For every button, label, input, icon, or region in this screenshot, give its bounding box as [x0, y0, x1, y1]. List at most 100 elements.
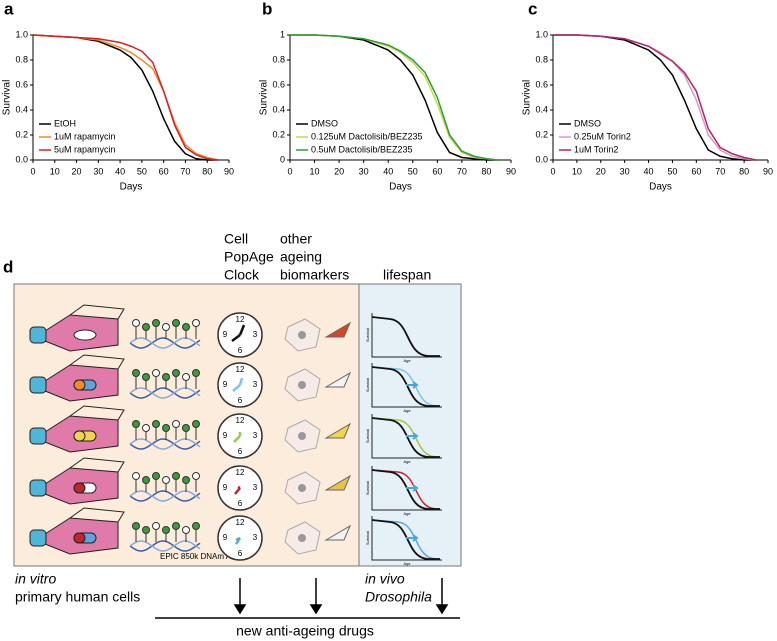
mini-y-label: Survival: [365, 378, 370, 392]
shift-arrow: [406, 381, 419, 389]
cpg: [132, 369, 140, 377]
mini-axes: [371, 466, 442, 511]
cpg: [162, 476, 170, 484]
x-tick-label: 0: [287, 166, 292, 176]
survival-curve: [32, 34, 219, 161]
nucleus: [298, 534, 306, 542]
clock-number: 9: [223, 483, 228, 492]
cpg: [182, 323, 190, 331]
y-tick-label: 0.6: [535, 79, 548, 89]
cpg: [182, 373, 190, 381]
header: ageing: [280, 249, 322, 265]
y-tick-label: 0.4: [535, 104, 548, 114]
panel-label: b: [262, 0, 272, 18]
x-axis-label: Days: [649, 182, 672, 193]
x-tick-label: 90: [506, 166, 516, 176]
cpg: [142, 323, 150, 331]
mini-y-label: Survival: [365, 481, 370, 495]
flask-cap: [29, 479, 47, 497]
dna: [129, 438, 201, 450]
cpg: [172, 319, 180, 327]
cpg: [172, 420, 180, 428]
cell: [324, 321, 352, 338]
x-tick-label: 70: [180, 166, 190, 176]
dna: [129, 490, 201, 502]
dna: [129, 337, 201, 349]
in-vivo-box: [358, 283, 462, 567]
cpg: [172, 472, 180, 480]
pill: [73, 329, 97, 341]
mini-axes: [371, 363, 442, 408]
y-tick-label: 0.2: [15, 129, 28, 139]
cpg: [152, 522, 160, 530]
cpg: [142, 373, 150, 381]
y-axis-label: Survival: [522, 80, 533, 116]
x-tick-label: 60: [159, 166, 169, 176]
shift-arrow: [406, 484, 419, 492]
x-tick-label: 90: [763, 166, 773, 176]
legend-label: DMSO: [311, 118, 338, 128]
cpg: [132, 319, 140, 327]
cpg: [192, 420, 200, 428]
y-tick-label: 1.0: [15, 29, 28, 39]
clock-number: 12: [236, 468, 245, 477]
x-tick-label: 50: [408, 166, 418, 176]
y-tick-label: 0.4: [272, 104, 285, 114]
cell: [324, 474, 352, 491]
pill: [73, 379, 86, 391]
header: lifespan: [383, 267, 431, 283]
cpg: [182, 424, 190, 432]
arrows: [155, 578, 460, 619]
legend-label: DMSO: [574, 118, 601, 128]
cpg: [192, 319, 200, 327]
cpg: [162, 373, 170, 381]
clock-number: 3: [253, 330, 258, 339]
pill: [73, 532, 86, 544]
clock-hand: [231, 324, 246, 342]
survival-curve: [290, 34, 499, 161]
flask-cap: [29, 326, 47, 344]
flask-cap: [29, 376, 47, 394]
clock-number: 3: [253, 483, 258, 492]
clock-hand: [233, 432, 242, 443]
x-tick-label: 50: [137, 166, 147, 176]
clock-number: 9: [223, 380, 228, 389]
mini-y-label: Survival: [365, 328, 370, 342]
legend-label: 0.25uM Torin2: [574, 131, 631, 141]
nucleus: [298, 484, 306, 492]
mini-curve: [371, 417, 440, 458]
x-tick-label: 10: [50, 166, 60, 176]
cpg: [192, 472, 200, 480]
clock-number: 9: [223, 431, 228, 440]
mini-curve: [371, 366, 440, 407]
y-tick-label: 0.8: [272, 54, 285, 64]
mini-x-label: Age: [403, 561, 411, 566]
x-tick-label: 80: [202, 166, 212, 176]
y-tick-label: 0.0: [535, 154, 548, 164]
dna: [129, 387, 201, 399]
flask-cap: [29, 529, 47, 547]
header: biomarkers: [280, 267, 349, 283]
clock-number: 6: [238, 396, 243, 405]
clock-number: 12: [236, 315, 245, 324]
y-tick-label: 0.8: [535, 54, 548, 64]
x-tick-label: 70: [457, 166, 467, 176]
cpg: [162, 323, 170, 331]
panel-label: d: [3, 257, 13, 276]
mini-axes: [371, 516, 442, 561]
cpg: [152, 472, 160, 480]
clock-number: 6: [238, 499, 243, 508]
y-tick-label: 0.6: [15, 79, 28, 89]
in-vivo: in vivo: [365, 571, 405, 587]
mini-x-label: Age: [403, 358, 411, 363]
x-tick-label: 20: [72, 166, 82, 176]
x-tick-label: 30: [93, 166, 103, 176]
x-tick-label: 10: [572, 166, 582, 176]
header: Clock: [224, 267, 260, 283]
in-vitro: in vitro: [15, 571, 56, 587]
x-tick-label: 60: [691, 166, 701, 176]
legend-label: 1uM rapamycin: [54, 131, 116, 141]
pill: [73, 482, 86, 494]
flask-cap: [29, 427, 47, 445]
legend-label: EtOH: [54, 118, 76, 128]
